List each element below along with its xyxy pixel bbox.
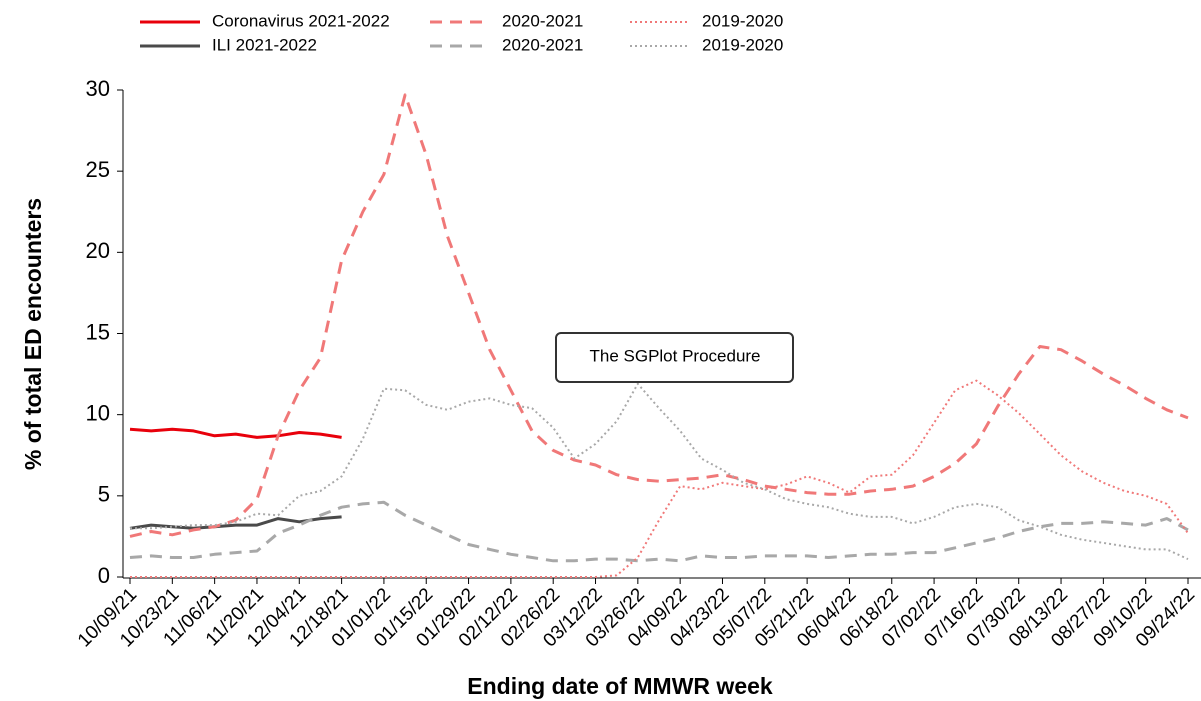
y-tick-label: 30	[86, 76, 110, 101]
legend-label: 2020-2021	[502, 11, 583, 30]
annotation-box	[555, 332, 794, 383]
legend-label: Coronavirus 2021-2022	[212, 11, 390, 30]
legend-label: 2019-2020	[702, 11, 783, 30]
series-line	[129, 427, 342, 439]
y-tick-label: 0	[98, 563, 110, 588]
y-tick-label: 5	[98, 482, 110, 507]
y-tick-label: 25	[86, 157, 110, 182]
annotation: The SGPlot Procedure	[589, 346, 760, 365]
y-tick-label: 20	[86, 238, 110, 263]
legend-label: ILI 2021-2022	[212, 35, 317, 54]
legend-label: 2019-2020	[702, 35, 783, 54]
x-axis-title: Ending date of MMWR week	[467, 673, 773, 699]
y-tick-label: 15	[86, 319, 110, 344]
series-line	[129, 500, 1189, 563]
y-axis-title: % of total ED encounters	[20, 198, 46, 470]
legend-label: 2020-2021	[502, 35, 583, 54]
series-line	[130, 379, 1189, 578]
series-line	[130, 382, 1189, 561]
y-tick-label: 10	[86, 400, 110, 425]
series-line	[129, 93, 1189, 538]
